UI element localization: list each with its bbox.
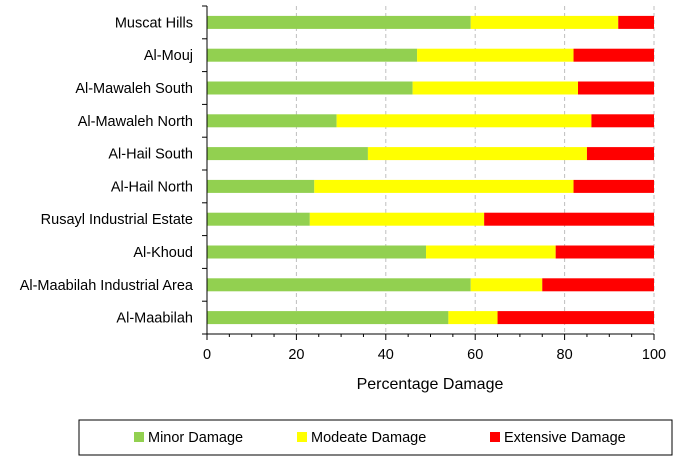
bar-segment (578, 81, 654, 95)
legend: Minor Damage Modeate Damage Extensive Dama… (78, 419, 673, 456)
bar-segment (207, 15, 471, 29)
category-label: Al-Khoud (133, 245, 193, 261)
category-label: Al-Maabilah (116, 311, 193, 327)
bar-segment (207, 179, 315, 193)
bar-segment (207, 48, 418, 62)
bar-segment (555, 245, 654, 259)
legend-box (78, 419, 673, 456)
x-tick-label: 0 (203, 347, 211, 363)
bar-segment (542, 278, 654, 292)
bar-segment (207, 212, 310, 226)
tick-labels: 0 20 40 60 80 100 (203, 347, 666, 363)
legend-label: Extensive Damage (504, 430, 626, 446)
legend-swatch (134, 432, 144, 442)
legend-items: Minor Damage Modeate Damage Extensive Dama… (134, 430, 626, 446)
bar-segment (336, 114, 592, 128)
category-label: Rusayl Industrial Estate (41, 212, 193, 228)
bar-segment (591, 114, 654, 128)
bars (207, 15, 654, 325)
category-label: Al-Maabilah Industrial Area (20, 278, 194, 294)
bar-segment (207, 245, 427, 259)
bar-segment (207, 311, 449, 325)
legend-swatch (490, 432, 500, 442)
bar-segment (207, 81, 413, 95)
category-label: Al-Mouj (144, 48, 193, 64)
bar-segment (573, 48, 654, 62)
bar-segment (207, 147, 368, 161)
legend-swatch (297, 432, 307, 442)
bar-segment (497, 311, 654, 325)
bar-segment (417, 48, 574, 62)
category-label: Al-Mawaleh North (78, 114, 193, 130)
bar-segment (314, 179, 574, 193)
x-tick-label: 60 (467, 347, 483, 363)
bar-segment (573, 179, 654, 193)
x-tick-label: 100 (642, 347, 666, 363)
category-labels: Muscat Hills Al-Mouj Al-Mawaleh South Al-Ma… (20, 15, 194, 326)
bar-segment (484, 212, 654, 226)
axes (202, 5, 655, 340)
bar-segment (207, 114, 337, 128)
x-tick-label: 40 (378, 347, 394, 363)
bar-segment (309, 212, 485, 226)
bar-segment (586, 147, 654, 161)
bar-segment (426, 245, 556, 259)
bar-segment (207, 278, 471, 292)
bar-segment (448, 311, 498, 325)
bar-segment (412, 81, 579, 95)
x-axis-title: Percentage Damage (357, 376, 504, 393)
category-label: Al-Hail South (108, 147, 193, 163)
x-tick-label: 80 (557, 347, 573, 363)
bar-segment (367, 147, 587, 161)
bar-segment (618, 15, 654, 29)
category-label: Al-Mawaleh South (75, 81, 193, 97)
bar-segment (470, 15, 619, 29)
category-label: Al-Hail North (111, 179, 193, 195)
legend-label: Minor Damage (148, 430, 243, 446)
legend-label: Modeate Damage (311, 430, 426, 446)
category-label: Muscat Hills (115, 15, 193, 31)
bar-segment (470, 278, 543, 292)
x-tick-label: 20 (288, 347, 304, 363)
